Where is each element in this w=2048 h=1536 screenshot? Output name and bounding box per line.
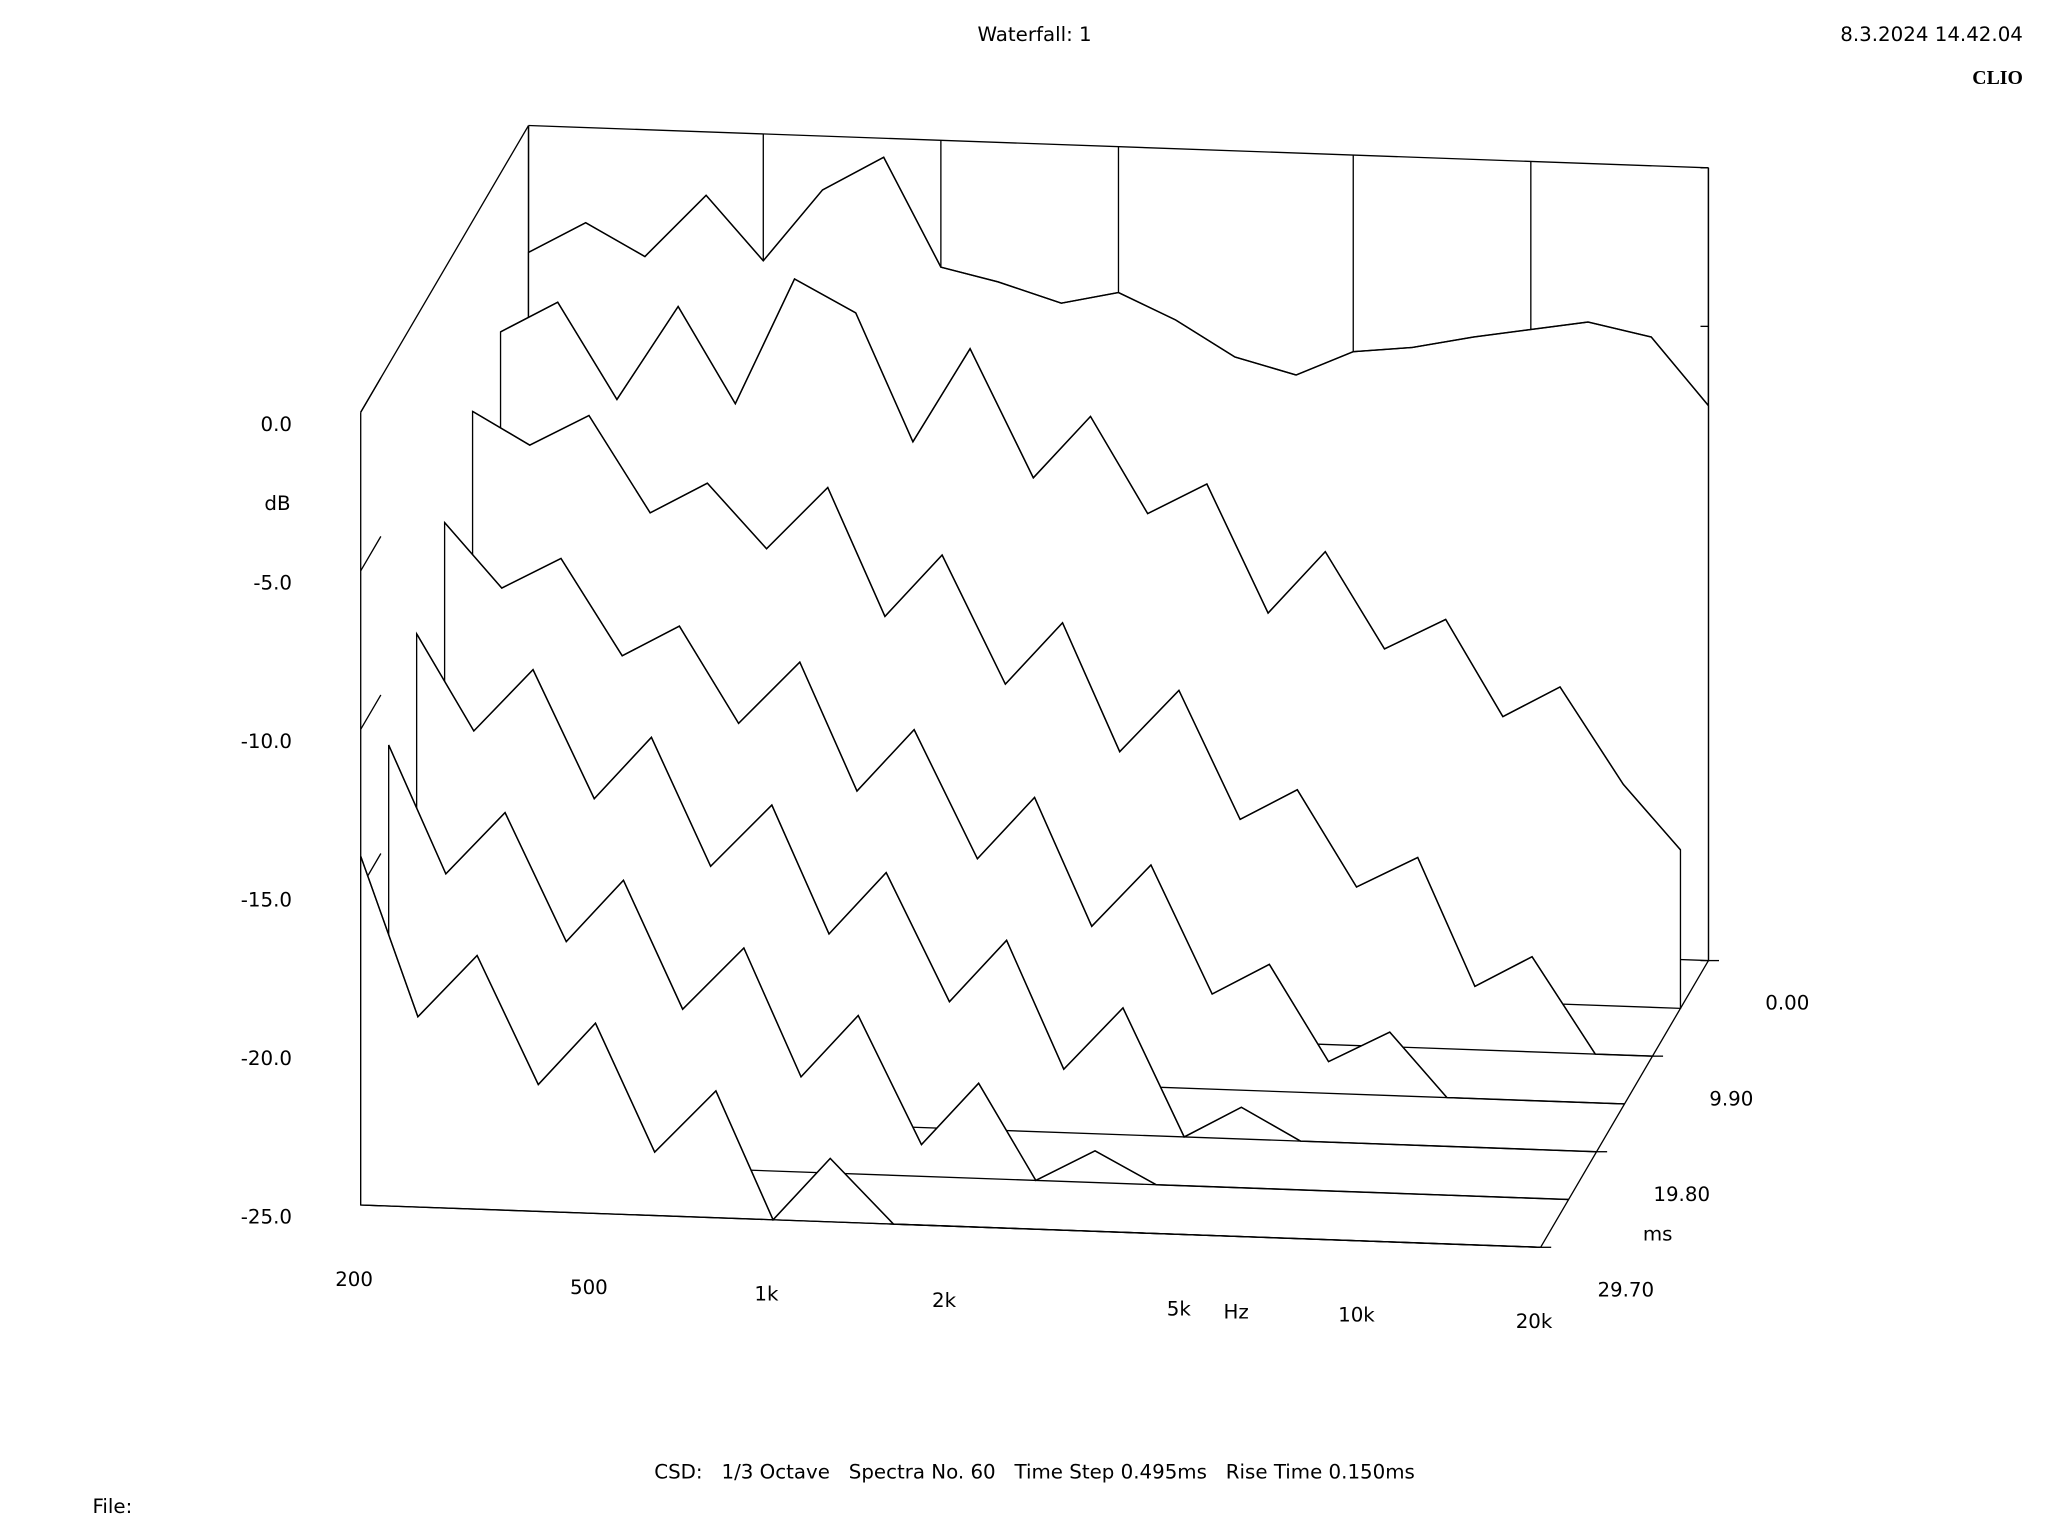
- frame-edge: [360, 1204, 1541, 1248]
- y-tick: [360, 536, 382, 572]
- x-tick-label: 500: [570, 1276, 608, 1299]
- chart-title: Waterfall: 1: [977, 23, 1091, 46]
- frame-edge: [360, 125, 530, 413]
- spectrum-line: [416, 633, 1597, 1153]
- z-tick-label: 9.90: [1709, 1087, 1753, 1110]
- spectrum-line: [444, 522, 1625, 1105]
- y-tick: [360, 377, 382, 413]
- y-tick-label: 0.0: [261, 413, 292, 436]
- x-axis-label: Hz: [1223, 1300, 1248, 1323]
- x-tick-label: 20k: [1516, 1310, 1553, 1333]
- spectrum-line: [388, 744, 1569, 1201]
- y-tick-label: -5.0: [253, 572, 292, 595]
- z-tick-label: 19.80: [1653, 1183, 1710, 1206]
- spectrum-line: [528, 156, 1709, 407]
- x-tick-label: 10k: [1338, 1304, 1375, 1327]
- footer: CSD: 1/3 Octave Spectra No. 60 Time Step…: [654, 1461, 1415, 1484]
- y-tick-label: -25.0: [241, 1206, 292, 1229]
- timestamp: 8.3.2024 14.42.04: [1840, 23, 2023, 46]
- brand: CLIO: [1972, 67, 2023, 89]
- spectrum-line: [500, 277, 1682, 851]
- y-axis-label: dB: [264, 492, 290, 515]
- x-tick-label: 200: [335, 1268, 373, 1291]
- y-tick-label: -15.0: [241, 889, 292, 912]
- y-tick-label: -10.0: [241, 730, 292, 753]
- frame-edge: [1540, 960, 1709, 1248]
- spectrum-line: [472, 410, 1653, 1057]
- z-tick-label: 29.70: [1597, 1278, 1654, 1301]
- x-tick-label: 2k: [932, 1289, 957, 1312]
- z-tick-label: 0.00: [1765, 992, 1809, 1015]
- z-axis-label: ms: [1643, 1222, 1673, 1245]
- file-label: File:: [92, 1495, 132, 1518]
- y-tick: [360, 694, 382, 730]
- y-tick-label: -20.0: [241, 1047, 292, 1070]
- x-tick-label: 5k: [1167, 1297, 1192, 1320]
- x-tick-label: 1k: [754, 1283, 779, 1306]
